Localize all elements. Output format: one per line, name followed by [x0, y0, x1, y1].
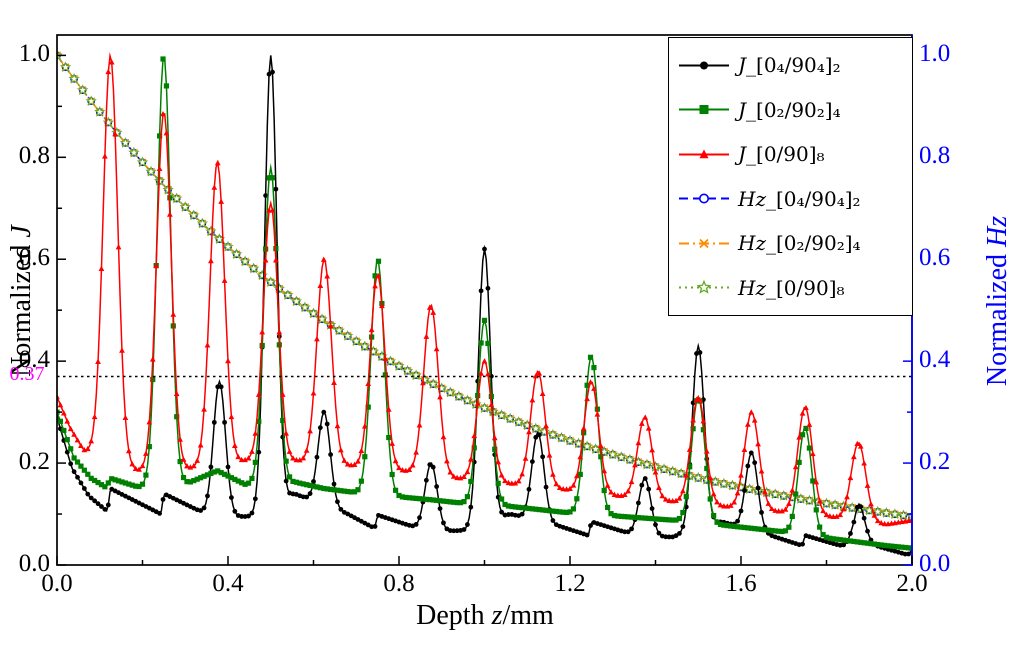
left-axis-title-text: Normalized: [6, 237, 37, 377]
legend-line-sample: [679, 105, 729, 115]
legend-item: Hz_[0/90]₈: [677, 266, 912, 311]
y-right-tick-label: 0.6: [919, 244, 951, 272]
legend-item-label: J_[0/90]₈: [738, 142, 825, 166]
legend-item-label: J_[0₂/90₂]₄: [738, 98, 841, 122]
legend-label-suffix: _[0/90]₈: [765, 275, 845, 300]
legend-label-suffix: _[0₄/90₄]₂: [746, 53, 841, 78]
legend-label-variable: J: [738, 53, 747, 78]
y-right-tick-label: 0.2: [919, 448, 951, 476]
legend-line-sample: [679, 280, 729, 294]
x-tick-label: 0.0: [41, 570, 73, 597]
threshold-value-label: 0.37: [9, 363, 45, 385]
legend-line-sample: [679, 61, 729, 70]
legend-label-suffix: _[0₂/90₂]₄: [746, 97, 841, 122]
x-axis-title: Depth z/mm: [285, 600, 685, 632]
x-tick-label: 1.6: [725, 570, 757, 597]
x-axis-title-unit: /mm: [502, 600, 554, 631]
y-right-tick-label: 0.0: [919, 550, 951, 577]
legend-label-variable: Hz: [738, 186, 766, 211]
legend-label-suffix: _[0₂/90₂]₄: [765, 231, 861, 256]
legend: J_[0₄/90₄]₂ J_[0₂/90₂]₄ J_[0/90]₈ Hz_[0₄/90…: [668, 37, 913, 316]
right-axis-title-math: Hz: [982, 215, 1013, 247]
legend-item-label: Hz_[0₂/90₂]₄: [738, 231, 861, 255]
legend-label-variable: Hz: [738, 231, 766, 256]
legend-label-suffix: _[0/90]₈: [746, 142, 825, 167]
legend-item-label: J_[0₄/90₄]₂: [738, 53, 841, 77]
legend-item-label: Hz_[0/90]₈: [738, 276, 845, 300]
y-left-tick-label: 0.0: [18, 550, 50, 577]
x-axis-title-text: Depth: [416, 600, 492, 631]
y-left-tick-label: 0.4: [18, 346, 50, 374]
x-tick-label: 1.2: [554, 570, 586, 597]
legend-item: J_[0₂/90₂]₄: [677, 88, 912, 133]
right-axis-title: Normalized Hz: [982, 141, 1014, 461]
legend-item: Hz_[0₂/90₂]₄: [677, 221, 912, 266]
legend-item: J_[0₄/90₄]₂: [677, 43, 912, 88]
legend-item: J_[0/90]₈: [677, 132, 912, 177]
legend-label-variable: J: [738, 97, 747, 122]
legend-line-sample: [679, 149, 729, 159]
legend-label-variable: Hz: [738, 275, 766, 300]
y-right-tick-label: 0.8: [919, 142, 951, 170]
legend-label-suffix: _[0₄/90₄]₂: [765, 186, 861, 211]
right-axis-title-text: Normalized: [982, 246, 1013, 387]
x-tick-label: 0.4: [212, 570, 244, 597]
y-right-tick-label: 0.4: [919, 346, 951, 374]
x-axis-title-math: z: [491, 600, 503, 631]
legend-item: Hz_[0₄/90₄]₂: [677, 177, 912, 222]
left-axis-title: Normalized J: [6, 141, 38, 461]
y-left-tick-label: 0.8: [18, 142, 50, 170]
y-right-tick-label: 1.0: [919, 40, 951, 68]
left-axis-title-math: J: [6, 225, 37, 238]
legend-line-sample: [679, 238, 729, 248]
y-left-tick-label: 1.0: [18, 40, 50, 68]
legend-label-variable: J: [738, 142, 747, 167]
x-tick-label: 0.8: [383, 570, 415, 597]
y-left-tick-label: 0.2: [18, 448, 50, 476]
legend-line-sample: [679, 193, 729, 204]
x-tick-label: 2.0: [896, 570, 928, 597]
legend-item-label: Hz_[0₄/90₄]₂: [738, 187, 861, 211]
y-left-tick-label: 0.6: [18, 244, 50, 272]
